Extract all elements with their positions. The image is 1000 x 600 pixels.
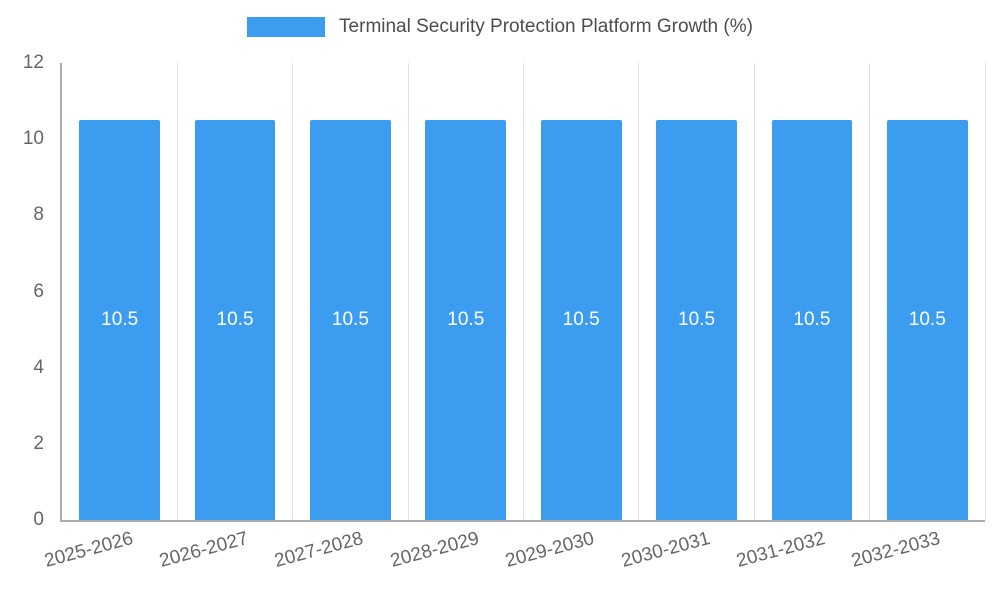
bar-2031-2032: 10.5 xyxy=(771,120,853,520)
gridline xyxy=(176,63,178,520)
gridline xyxy=(292,63,294,520)
gridline xyxy=(407,63,409,520)
y-axis-tick-label: 4 xyxy=(33,356,44,378)
bar-2028-2029: 10.5 xyxy=(425,120,507,520)
bar-2026-2027: 10.5 xyxy=(194,120,276,520)
y-axis-tick-label: 10 xyxy=(22,128,44,150)
legend[interactable]: Terminal Security Protection Platform Gr… xyxy=(0,16,1000,38)
bar-value-label: 10.5 xyxy=(216,309,254,331)
y-axis-tick-label: 0 xyxy=(33,509,44,530)
gridline xyxy=(638,63,640,520)
plot-area: 10.5 10.5 10.5 10.5 10.5 10.5 10.5 10.5 xyxy=(60,63,986,522)
bar-2025-2026: 10.5 xyxy=(79,120,161,520)
bar-value-label: 10.5 xyxy=(793,309,831,331)
bar-value-label: 10.5 xyxy=(101,309,139,331)
bar-2030-2031: 10.5 xyxy=(656,120,737,520)
bar-value-label: 10.5 xyxy=(678,309,716,331)
bar-2029-2030: 10.5 xyxy=(540,120,622,520)
y-axis-tick-label: 8 xyxy=(33,204,44,226)
y-axis-tick-label: 6 xyxy=(33,280,44,302)
gridline xyxy=(523,63,524,520)
gridline xyxy=(984,63,986,520)
bar-value-label: 10.5 xyxy=(447,309,485,331)
chart-title: Terminal Security Protection Platform Gr… xyxy=(339,16,753,37)
bar-2032-2033: 10.5 xyxy=(886,120,968,520)
gridline xyxy=(753,63,755,520)
y-axis-tick-label: 2 xyxy=(33,432,44,454)
bar-value-label: 10.5 xyxy=(562,309,600,331)
bar-value-label: 10.5 xyxy=(908,309,946,331)
bar-2027-2028: 10.5 xyxy=(310,120,391,520)
bar-value-label: 10.5 xyxy=(331,309,369,331)
y-axis-tick-label: 12 xyxy=(22,52,44,73)
legend-swatch xyxy=(247,17,326,37)
gridline xyxy=(869,63,871,520)
